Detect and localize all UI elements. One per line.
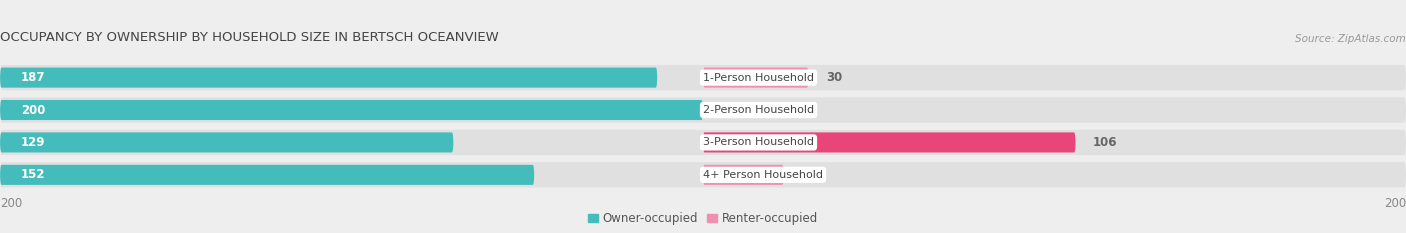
FancyBboxPatch shape: [0, 162, 1406, 188]
FancyBboxPatch shape: [0, 97, 1406, 123]
Text: 200: 200: [0, 197, 22, 210]
FancyBboxPatch shape: [0, 65, 1406, 90]
Text: 1-Person Household: 1-Person Household: [703, 73, 814, 83]
FancyBboxPatch shape: [703, 165, 785, 185]
FancyBboxPatch shape: [703, 68, 808, 88]
FancyBboxPatch shape: [0, 165, 534, 185]
Text: 106: 106: [1094, 136, 1118, 149]
Text: 187: 187: [21, 71, 45, 84]
FancyBboxPatch shape: [0, 132, 453, 152]
FancyBboxPatch shape: [703, 132, 1076, 152]
Text: 30: 30: [827, 71, 842, 84]
Text: 0: 0: [721, 103, 728, 116]
Text: 129: 129: [21, 136, 45, 149]
FancyBboxPatch shape: [0, 68, 657, 88]
FancyBboxPatch shape: [0, 100, 703, 120]
FancyBboxPatch shape: [0, 130, 1406, 155]
Text: 4+ Person Household: 4+ Person Household: [703, 170, 823, 180]
Text: 23: 23: [801, 168, 818, 181]
Text: OCCUPANCY BY OWNERSHIP BY HOUSEHOLD SIZE IN BERTSCH OCEANVIEW: OCCUPANCY BY OWNERSHIP BY HOUSEHOLD SIZE…: [0, 31, 499, 44]
Text: 3-Person Household: 3-Person Household: [703, 137, 814, 147]
Text: 2-Person Household: 2-Person Household: [703, 105, 814, 115]
Text: 200: 200: [21, 103, 45, 116]
Text: 200: 200: [1384, 197, 1406, 210]
Legend: Owner-occupied, Renter-occupied: Owner-occupied, Renter-occupied: [583, 207, 823, 230]
Text: Source: ZipAtlas.com: Source: ZipAtlas.com: [1295, 34, 1406, 44]
Text: 152: 152: [21, 168, 45, 181]
